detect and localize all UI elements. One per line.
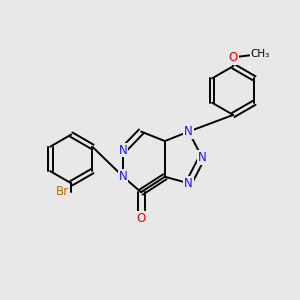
Text: N: N xyxy=(198,151,206,164)
Text: N: N xyxy=(119,143,128,157)
Text: N: N xyxy=(184,125,193,138)
Text: O: O xyxy=(136,212,146,225)
Text: N: N xyxy=(184,177,193,190)
Text: CH₃: CH₃ xyxy=(250,49,270,59)
Text: N: N xyxy=(119,170,128,183)
Text: O: O xyxy=(229,51,238,64)
Text: Br: Br xyxy=(56,185,69,198)
